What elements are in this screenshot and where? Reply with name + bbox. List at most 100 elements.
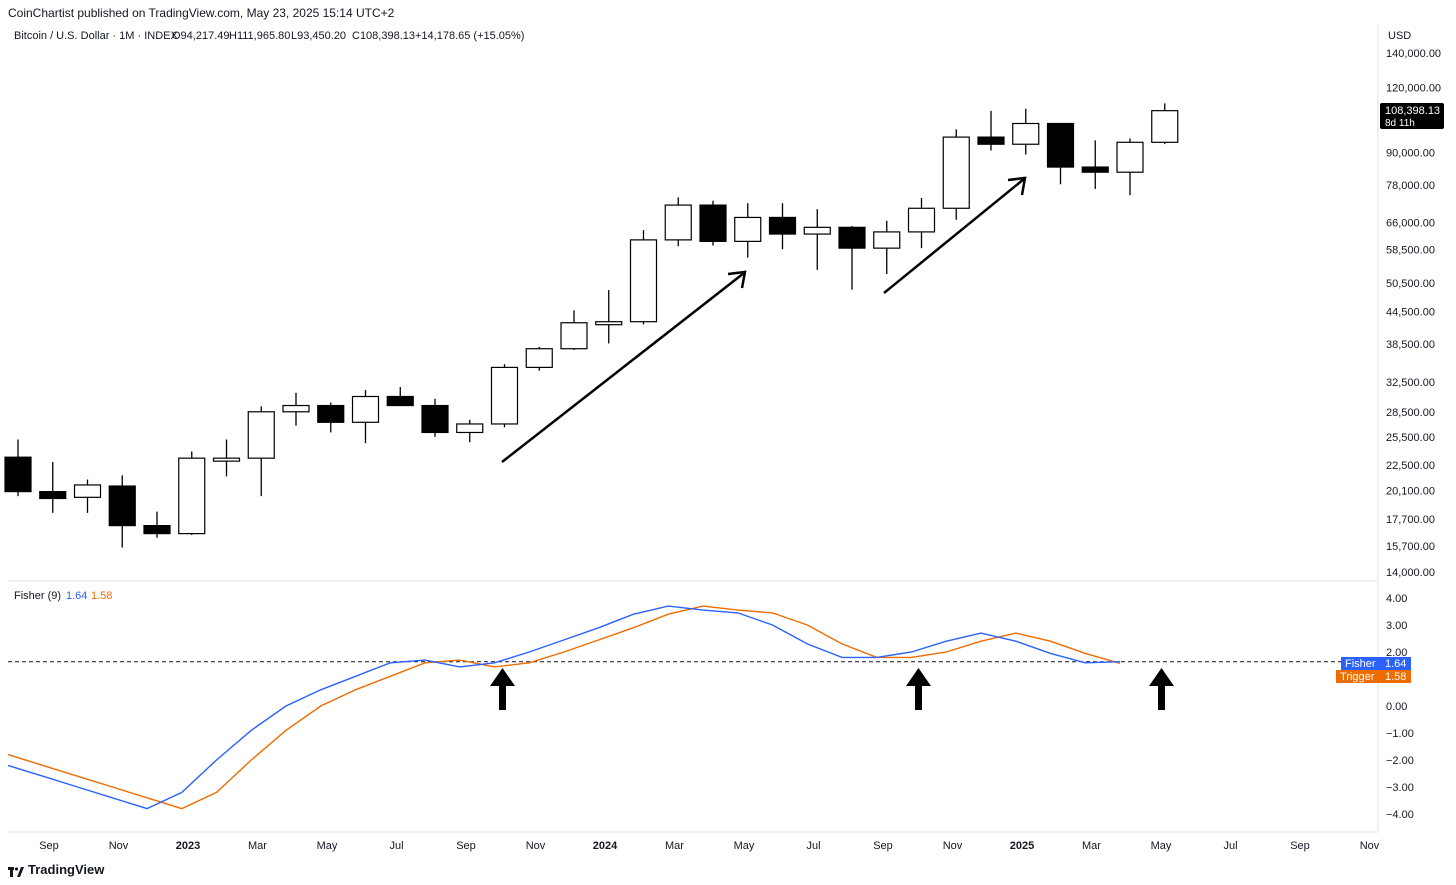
price-tick-label: 90,000.00 (1386, 148, 1435, 160)
up-arrow-3 (1149, 668, 1174, 710)
up-arrow-2 (906, 668, 931, 710)
tradingview-logo[interactable]: TradingView (8, 862, 104, 877)
time-tick-label: 2023 (176, 840, 200, 852)
trigger-axis-value: 1.58 (1385, 671, 1406, 683)
trigger-line (7, 605, 1121, 810)
price-tick-label: 58,500.00 (1386, 245, 1435, 257)
legend-open: O94,217.49 (172, 30, 230, 42)
candle (421, 398, 449, 437)
fisher-legend-value: 1.64 (66, 590, 87, 602)
candle (1046, 122, 1075, 185)
price-pane[interactable]: Bitcoin / U.S. Dollar · 1M · INDEX O94,2… (4, 30, 1179, 548)
price-tick-label: 78,000.00 (1386, 180, 1435, 192)
time-tick-label: Sep (456, 840, 476, 852)
candle (1116, 138, 1144, 196)
indicator-tick-label: −4.00 (1386, 809, 1414, 821)
fisher-pane[interactable]: Fisher (9) 1.64 1.58 (7, 590, 1378, 810)
time-tick-label: Mar (1082, 840, 1101, 852)
price-axis[interactable]: USD 140,000.00 120,000.00 90,000.00 78,000.… (1380, 30, 1444, 579)
fisher-axis-badge (1341, 657, 1411, 670)
candle (699, 200, 727, 246)
time-tick-label: Mar (665, 840, 684, 852)
time-tick-label: Nov (526, 840, 546, 852)
time-tick-label: Nov (943, 840, 963, 852)
time-tick-label: May (317, 840, 338, 852)
legend-low: L93,450.20 (291, 30, 346, 42)
candle (942, 129, 970, 220)
candle (1151, 103, 1179, 145)
candle (178, 451, 206, 535)
legend-high: H111,965.80 (229, 30, 290, 42)
time-axis[interactable]: Sep Nov 2023 Mar May Jul Sep Nov 2024 Mar May Jul Se… (39, 840, 1380, 852)
price-tick-label: 22,500.00 (1386, 460, 1435, 472)
indicator-tick-label: 3.00 (1386, 620, 1407, 632)
candle (247, 406, 275, 497)
time-tick-label: May (734, 840, 755, 852)
price-tick-label: 38,500.00 (1386, 339, 1435, 351)
price-tick-label: 15,700.00 (1386, 541, 1435, 553)
candle (212, 439, 241, 477)
indicator-tick-label: −2.00 (1386, 755, 1414, 767)
indicator-tick-label: −1.00 (1386, 728, 1414, 740)
candle (1081, 140, 1109, 189)
time-tick-label: 2025 (1010, 840, 1034, 852)
price-tick-label: 32,500.00 (1386, 377, 1435, 389)
fisher-line (7, 605, 1121, 810)
candle (39, 462, 67, 513)
time-tick-label: Sep (39, 840, 59, 852)
trigger-axis-label: Trigger (1340, 671, 1375, 683)
legend-change: +14,178.65 (+15.05%) (415, 30, 524, 42)
candle (108, 475, 136, 548)
candle (456, 419, 484, 443)
time-tick-label: Sep (1290, 840, 1310, 852)
candle (768, 203, 797, 250)
indicator-axis[interactable]: 4.00 3.00 2.00 0.00 −1.00 −2.00 −3.00 −4.00 Fis… (1336, 593, 1414, 821)
candle (282, 392, 310, 426)
last-price-badge (1380, 103, 1444, 129)
candle (873, 220, 901, 275)
candle (977, 110, 1005, 151)
indicator-tick-label: 0.00 (1386, 701, 1407, 713)
candle (907, 197, 936, 249)
legend-close: C108,398.13 (352, 30, 415, 42)
legend-symbol: Bitcoin / U.S. Dollar · 1M · INDEX (14, 30, 178, 42)
indicator-tick-label: −3.00 (1386, 782, 1414, 794)
candle (4, 439, 32, 497)
candle (629, 230, 658, 325)
trend-arrow-2 (883, 176, 1027, 294)
candle (838, 225, 866, 290)
candle (560, 310, 588, 350)
time-tick-label: Jul (389, 840, 403, 852)
trend-arrow-1 (501, 270, 747, 463)
candle (1012, 108, 1040, 155)
candle (386, 387, 414, 407)
trigger-axis-badge (1336, 670, 1411, 683)
countdown-label: 8d 11h (1385, 118, 1415, 129)
fisher-axis-value: 1.64 (1385, 658, 1406, 670)
price-tick-label: 44,500.00 (1386, 306, 1435, 318)
fisher-axis-label: Fisher (1345, 658, 1376, 670)
fisher-legend-name: Fisher (9) (14, 590, 61, 602)
price-tick-label: 28,500.00 (1386, 407, 1435, 419)
candle (143, 511, 171, 538)
price-tick-label: 17,700.00 (1386, 514, 1435, 526)
candle (734, 203, 762, 258)
time-tick-label: Nov (109, 840, 129, 852)
time-tick-label: Jul (806, 840, 820, 852)
time-tick-label: Mar (248, 840, 267, 852)
candle (525, 346, 553, 371)
price-tick-label: 20,100.00 (1386, 485, 1435, 497)
time-tick-label: Jul (1223, 840, 1237, 852)
tradingview-brand: TradingView (28, 862, 105, 877)
candle (351, 389, 380, 444)
up-arrow-1 (490, 668, 515, 710)
trigger-legend-value: 1.58 (91, 590, 112, 602)
indicator-tick-label: 4.00 (1386, 593, 1407, 605)
tradingview-logo-icon (8, 865, 24, 877)
price-tick-label: 140,000.00 (1386, 48, 1441, 60)
candle (73, 479, 102, 513)
price-tick-label: 50,500.00 (1386, 278, 1435, 290)
price-tick-label: 120,000.00 (1386, 83, 1441, 95)
time-tick-label: May (1151, 840, 1172, 852)
